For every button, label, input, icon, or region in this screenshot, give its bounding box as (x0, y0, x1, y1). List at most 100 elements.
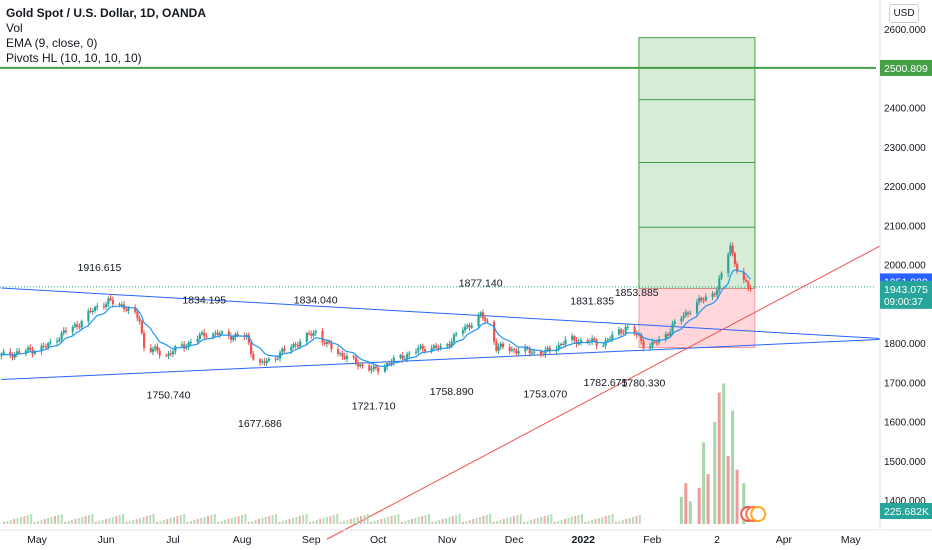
currency-button[interactable]: USD (889, 4, 919, 23)
volume-bar (462, 522, 464, 524)
volume-bar (472, 519, 475, 524)
volume-bar (315, 520, 318, 524)
volume-bar (706, 474, 710, 524)
candle-body (687, 312, 690, 314)
candle-body (633, 326, 636, 334)
volume-bar (404, 521, 407, 524)
volume-bar (309, 522, 311, 524)
candle-body (24, 350, 28, 353)
candle-body (189, 341, 193, 343)
candle-body (711, 293, 714, 297)
volume-bar (40, 520, 43, 524)
volume-bar (101, 520, 104, 524)
volume-bar (285, 520, 288, 524)
volume-bar (574, 516, 577, 524)
y-tick-label: 1500.000 (884, 457, 926, 468)
volume-bar (336, 514, 339, 524)
candle-body (666, 334, 670, 336)
candle-body (571, 336, 574, 340)
candle-body (559, 344, 563, 346)
volume-bar (601, 517, 604, 524)
candle-body (250, 342, 253, 354)
volume-bar (394, 515, 396, 524)
candle-body (562, 344, 565, 346)
volume-bar (186, 522, 189, 524)
candle-body (595, 340, 598, 346)
volume-bar (628, 518, 631, 524)
candle-body (205, 336, 208, 338)
pivot-label-high: 1853.885 (615, 287, 659, 299)
volume-bar (530, 520, 532, 524)
volume-bar (735, 469, 739, 524)
candle-body (252, 353, 255, 360)
volume-bar (742, 483, 746, 524)
volume-bar (377, 520, 379, 524)
candle-body (528, 348, 531, 354)
volume-bar (373, 521, 376, 524)
volume-bar (475, 518, 478, 524)
candle-body (9, 351, 12, 356)
indicator-pivots[interactable]: Pivots HL (10, 10, 10, 10) (6, 51, 142, 65)
volume-bar (26, 515, 29, 524)
volume-bar (305, 514, 308, 524)
candle-body (281, 348, 284, 353)
volume-bar (635, 516, 638, 524)
indicator-volume[interactable]: Vol (6, 21, 23, 35)
candle-body (432, 345, 436, 349)
volume-bar (207, 516, 209, 524)
volume-bar (632, 517, 634, 524)
candle-body (218, 333, 222, 335)
volume-bar (88, 515, 90, 524)
candle-body (49, 341, 52, 344)
candle-body (361, 364, 364, 366)
volume-bar (387, 517, 390, 524)
y-tick-label: 2300.000 (884, 143, 926, 154)
candle-body (510, 349, 514, 351)
volume-bar (363, 515, 366, 524)
candle-body (232, 337, 235, 340)
candle-body (611, 334, 614, 339)
candle-body (15, 351, 19, 354)
candle-body (169, 353, 172, 355)
volume-bar (465, 521, 468, 524)
candle-body (602, 345, 605, 347)
candle-body (111, 299, 115, 305)
candle-body (383, 366, 387, 372)
candle-body (388, 363, 391, 365)
candle-body (508, 347, 511, 351)
candle-body (80, 320, 83, 328)
volume-bar (125, 522, 128, 524)
indicator-ema[interactable]: EMA (9, close, 0) (6, 36, 98, 50)
pivot-label-low: 1750.740 (147, 389, 191, 401)
volume-bar (458, 514, 461, 524)
candle-body (544, 349, 547, 355)
volume-bar (230, 518, 233, 524)
candle-body (120, 304, 123, 306)
candle-body (635, 333, 638, 335)
candle-body (517, 351, 520, 354)
candle-body (386, 363, 389, 367)
candle-body (247, 334, 251, 343)
volume-bar (329, 516, 332, 524)
candle-body (29, 347, 32, 350)
candle-body (486, 320, 489, 322)
volume-bar (234, 517, 237, 524)
volume-bar (295, 517, 298, 524)
volume-bar (360, 516, 362, 524)
x-tick-label: Apr (776, 534, 793, 546)
volume-bar (152, 514, 155, 524)
ema-line (1, 269, 751, 368)
volume-bar (584, 522, 587, 524)
candle-body (323, 342, 326, 344)
volume-bar (54, 516, 56, 524)
volume-bar (608, 515, 611, 524)
pivot-label-low: 1780.330 (622, 378, 666, 390)
candle-body (401, 355, 404, 360)
volume-bar (638, 515, 641, 524)
candle-body (165, 355, 168, 357)
candle-body (2, 351, 5, 354)
candle-body (548, 347, 551, 352)
candle-body (452, 334, 456, 342)
candle-body (78, 326, 81, 328)
